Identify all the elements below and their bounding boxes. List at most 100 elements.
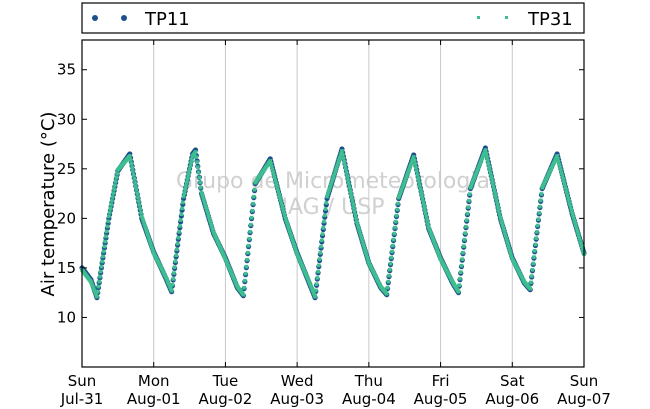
data-point-tp31: [137, 203, 142, 207]
data-point-tp31: [150, 246, 155, 251]
data-point-tp31: [334, 165, 339, 169]
data-point-tp31: [250, 208, 255, 213]
data-point-tp31: [352, 209, 357, 214]
data-point-tp31: [329, 181, 334, 185]
data-point-tp31: [401, 183, 406, 188]
data-point-tp31: [285, 222, 290, 227]
data-point-tp31: [176, 235, 181, 240]
data-point-tp31: [113, 183, 117, 188]
data-point-tp31: [529, 274, 534, 278]
data-point-tp31: [464, 224, 468, 229]
legend-box: [81, 2, 585, 34]
data-point-tp31: [136, 199, 141, 204]
data-point-tp31: [349, 191, 353, 196]
data-point-tp31: [284, 220, 289, 224]
data-point-tp31: [243, 278, 247, 283]
data-point-tp31: [417, 183, 422, 187]
data-point-tp31: [179, 212, 184, 217]
data-point-tp31: [315, 276, 320, 280]
data-point-tp31: [500, 223, 505, 227]
data-point-tp31: [189, 160, 193, 165]
data-point-tp31: [364, 253, 369, 258]
data-point-tp31: [396, 201, 400, 206]
data-point-tp31: [172, 265, 177, 269]
data-point-tp31: [131, 173, 136, 177]
data-point-tp31: [496, 205, 500, 210]
data-point-tp31: [332, 171, 337, 176]
data-point-tp31: [505, 238, 509, 243]
data-point-tp31: [354, 216, 358, 221]
data-point-tp31: [428, 229, 432, 234]
data-point-tp31: [429, 233, 434, 238]
data-point-tp31: [462, 237, 467, 242]
data-point-tp31: [472, 176, 476, 181]
data-point-tp31: [352, 206, 356, 210]
data-point-tp31: [210, 227, 215, 232]
data-point-tp31: [389, 255, 394, 260]
data-point-tp31: [509, 254, 514, 259]
data-point-tp31: [559, 168, 563, 172]
data-point-tp31: [508, 249, 512, 253]
data-point-tp31: [93, 291, 98, 295]
data-point-tp31: [468, 185, 473, 190]
data-point-tp31: [459, 263, 464, 268]
x-tick-day-label: Sun: [68, 372, 97, 390]
y-tick-label: 25: [57, 160, 76, 178]
data-point-tp31: [269, 161, 273, 166]
data-point-tp31: [344, 170, 349, 175]
data-point-tp31: [132, 176, 137, 181]
data-point-tp31: [473, 172, 478, 177]
data-point-tp31: [200, 193, 205, 197]
data-point-tp31: [130, 169, 135, 173]
data-point-tp31: [281, 209, 286, 214]
data-point-tp31: [102, 244, 107, 249]
data-point-tp31: [322, 219, 326, 224]
data-point-tp31: [335, 162, 340, 167]
data-point-tp31: [402, 179, 407, 184]
data-point-tp31: [246, 243, 251, 248]
data-point-tp31: [199, 190, 204, 195]
x-tick-date-label: Aug-06: [485, 390, 539, 408]
data-point-tp31: [491, 181, 495, 186]
data-point-tp31: [269, 164, 274, 169]
data-point-tp31: [559, 171, 564, 175]
data-point-tp31: [149, 244, 154, 248]
data-point-tp31: [418, 186, 423, 191]
data-point-tp31: [366, 258, 370, 263]
data-point-tp31: [412, 158, 417, 163]
legend-marker-tp11-a: [92, 15, 98, 21]
x-tick-day-label: Mon: [138, 372, 170, 390]
data-point-tp31: [247, 236, 252, 241]
data-point-tp31: [423, 211, 428, 216]
data-point-tp31: [537, 211, 541, 215]
data-point-tp31: [538, 204, 542, 209]
data-point-tp31: [555, 154, 559, 158]
data-point-tp31: [405, 171, 410, 175]
data-point-tp31: [170, 283, 175, 287]
data-point-tp31: [349, 195, 354, 200]
data-point-tp31: [338, 153, 343, 158]
data-point-tp31: [92, 289, 97, 293]
data-point-tp31: [196, 170, 201, 175]
data-point-tp31: [562, 179, 566, 184]
data-point-tp31: [331, 174, 336, 178]
x-tick-day-label: Fri: [432, 372, 450, 390]
data-point-tp31: [198, 180, 202, 185]
series-layer: [79, 145, 587, 301]
data-point-tp31: [576, 234, 581, 238]
data-point-tp31: [461, 250, 465, 255]
data-point-tp31: [570, 213, 575, 217]
data-point-tp31: [100, 259, 104, 264]
data-point-tp31: [210, 225, 214, 230]
data-point-tp31: [107, 214, 111, 219]
data-point-tp31: [572, 218, 577, 223]
data-point-tp31: [151, 248, 155, 253]
x-tick-date-label: Aug-05: [414, 390, 468, 408]
data-point-tp31: [364, 250, 368, 255]
data-point-tp31: [148, 242, 153, 246]
data-point-tp31: [414, 165, 418, 170]
data-point-tp31: [207, 215, 211, 220]
data-point-tp31: [463, 231, 468, 235]
data-point-tp31: [136, 195, 140, 200]
plot-area: [82, 40, 584, 367]
